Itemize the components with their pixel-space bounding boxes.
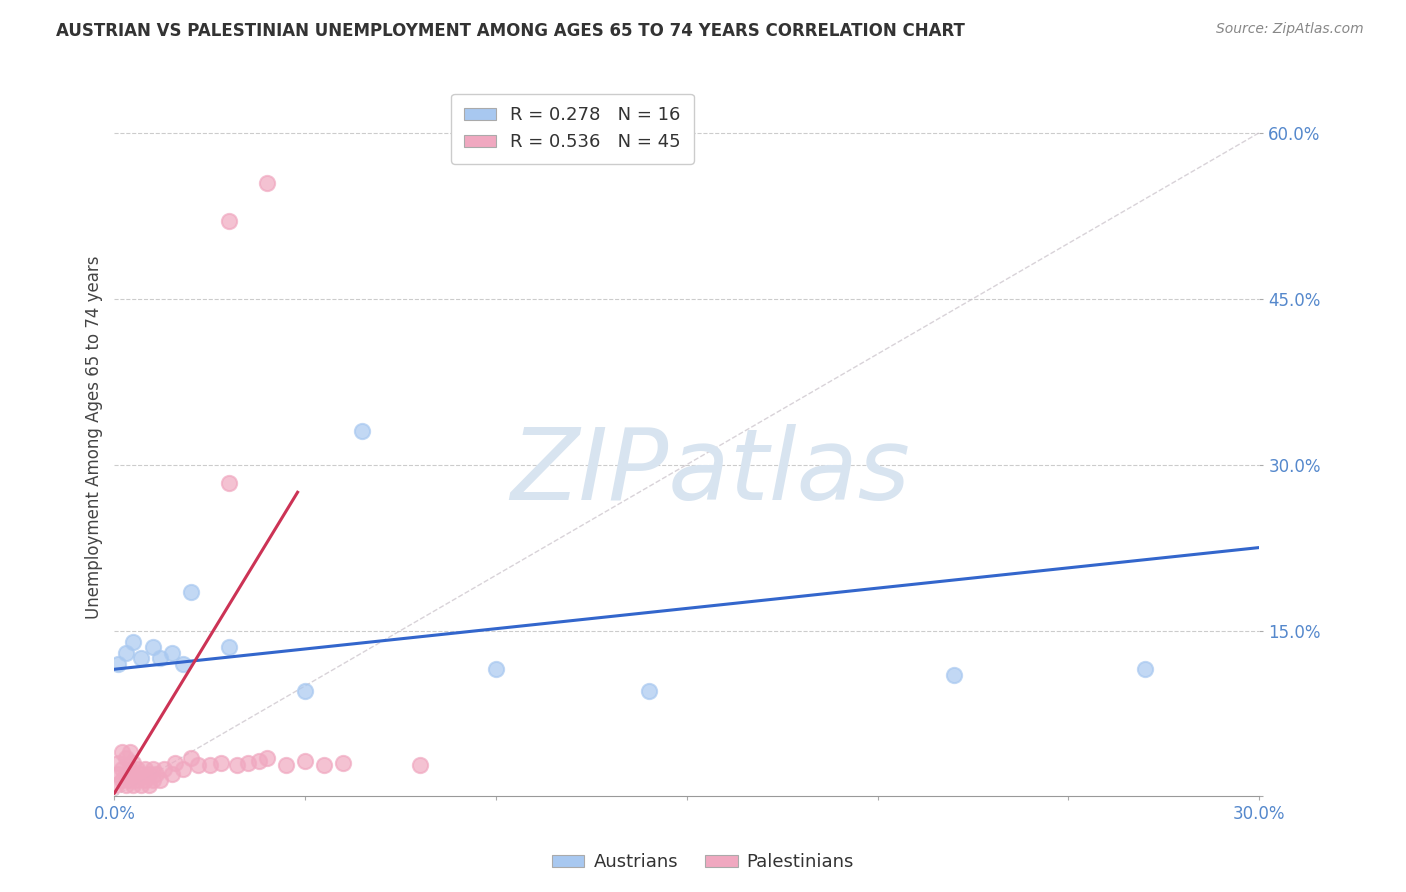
Point [187,758,209,772]
Point [122,634,145,648]
Point [314,758,336,772]
Y-axis label: Unemployment Among Ages 65 to 74 years: Unemployment Among Ages 65 to 74 years [86,255,103,619]
Point [122,767,145,781]
Point [105,778,128,792]
Point [172,762,194,776]
Point [118,745,141,759]
Point [165,756,187,771]
Point [111,772,134,787]
Point [111,762,134,776]
Point [111,745,134,759]
Point [142,772,165,787]
Text: ZIPatlas: ZIPatlas [510,425,910,522]
Point [127,762,149,776]
Point [118,762,141,776]
Point [249,754,271,768]
Point [408,758,430,772]
Point [256,750,278,764]
Point [153,762,176,776]
Point [276,758,298,772]
Point [160,767,183,781]
Point [294,754,316,768]
Point [198,758,221,772]
Point [209,756,232,771]
Point [115,646,138,660]
Legend: Austrians, Palestinians: Austrians, Palestinians [544,847,862,879]
Point [180,584,202,599]
Point [134,772,156,787]
Point [352,425,374,439]
Point [122,778,145,792]
Point [145,767,167,781]
Point [127,772,149,787]
Point [180,750,202,764]
Point [256,176,278,190]
Point [236,756,259,771]
Point [142,640,165,654]
Point [1133,662,1156,676]
Text: Source: ZipAtlas.com: Source: ZipAtlas.com [1216,22,1364,37]
Point [637,684,659,698]
Point [107,767,129,781]
Point [218,476,240,491]
Point [129,651,152,665]
Point [115,778,138,792]
Point [129,778,152,792]
Point [118,772,141,787]
Point [225,758,247,772]
Point [218,640,240,654]
Point [107,756,129,771]
Point [138,767,160,781]
Text: AUSTRIAN VS PALESTINIAN UNEMPLOYMENT AMONG AGES 65 TO 74 YEARS CORRELATION CHART: AUSTRIAN VS PALESTINIAN UNEMPLOYMENT AMO… [56,22,965,40]
Point [115,767,138,781]
Point [149,651,172,665]
Point [129,767,152,781]
Point [332,756,354,771]
Point [122,756,145,771]
Point [172,657,194,671]
Point [107,657,129,671]
Point [218,214,240,228]
Point [138,778,160,792]
Point [294,684,316,698]
Point [115,750,138,764]
Point [149,772,172,787]
Point [134,762,156,776]
Point [485,662,508,676]
Point [160,646,183,660]
Point [942,667,965,681]
Point [142,762,165,776]
Legend: R = 0.278   N = 16, R = 0.536   N = 45: R = 0.278 N = 16, R = 0.536 N = 45 [451,94,693,164]
